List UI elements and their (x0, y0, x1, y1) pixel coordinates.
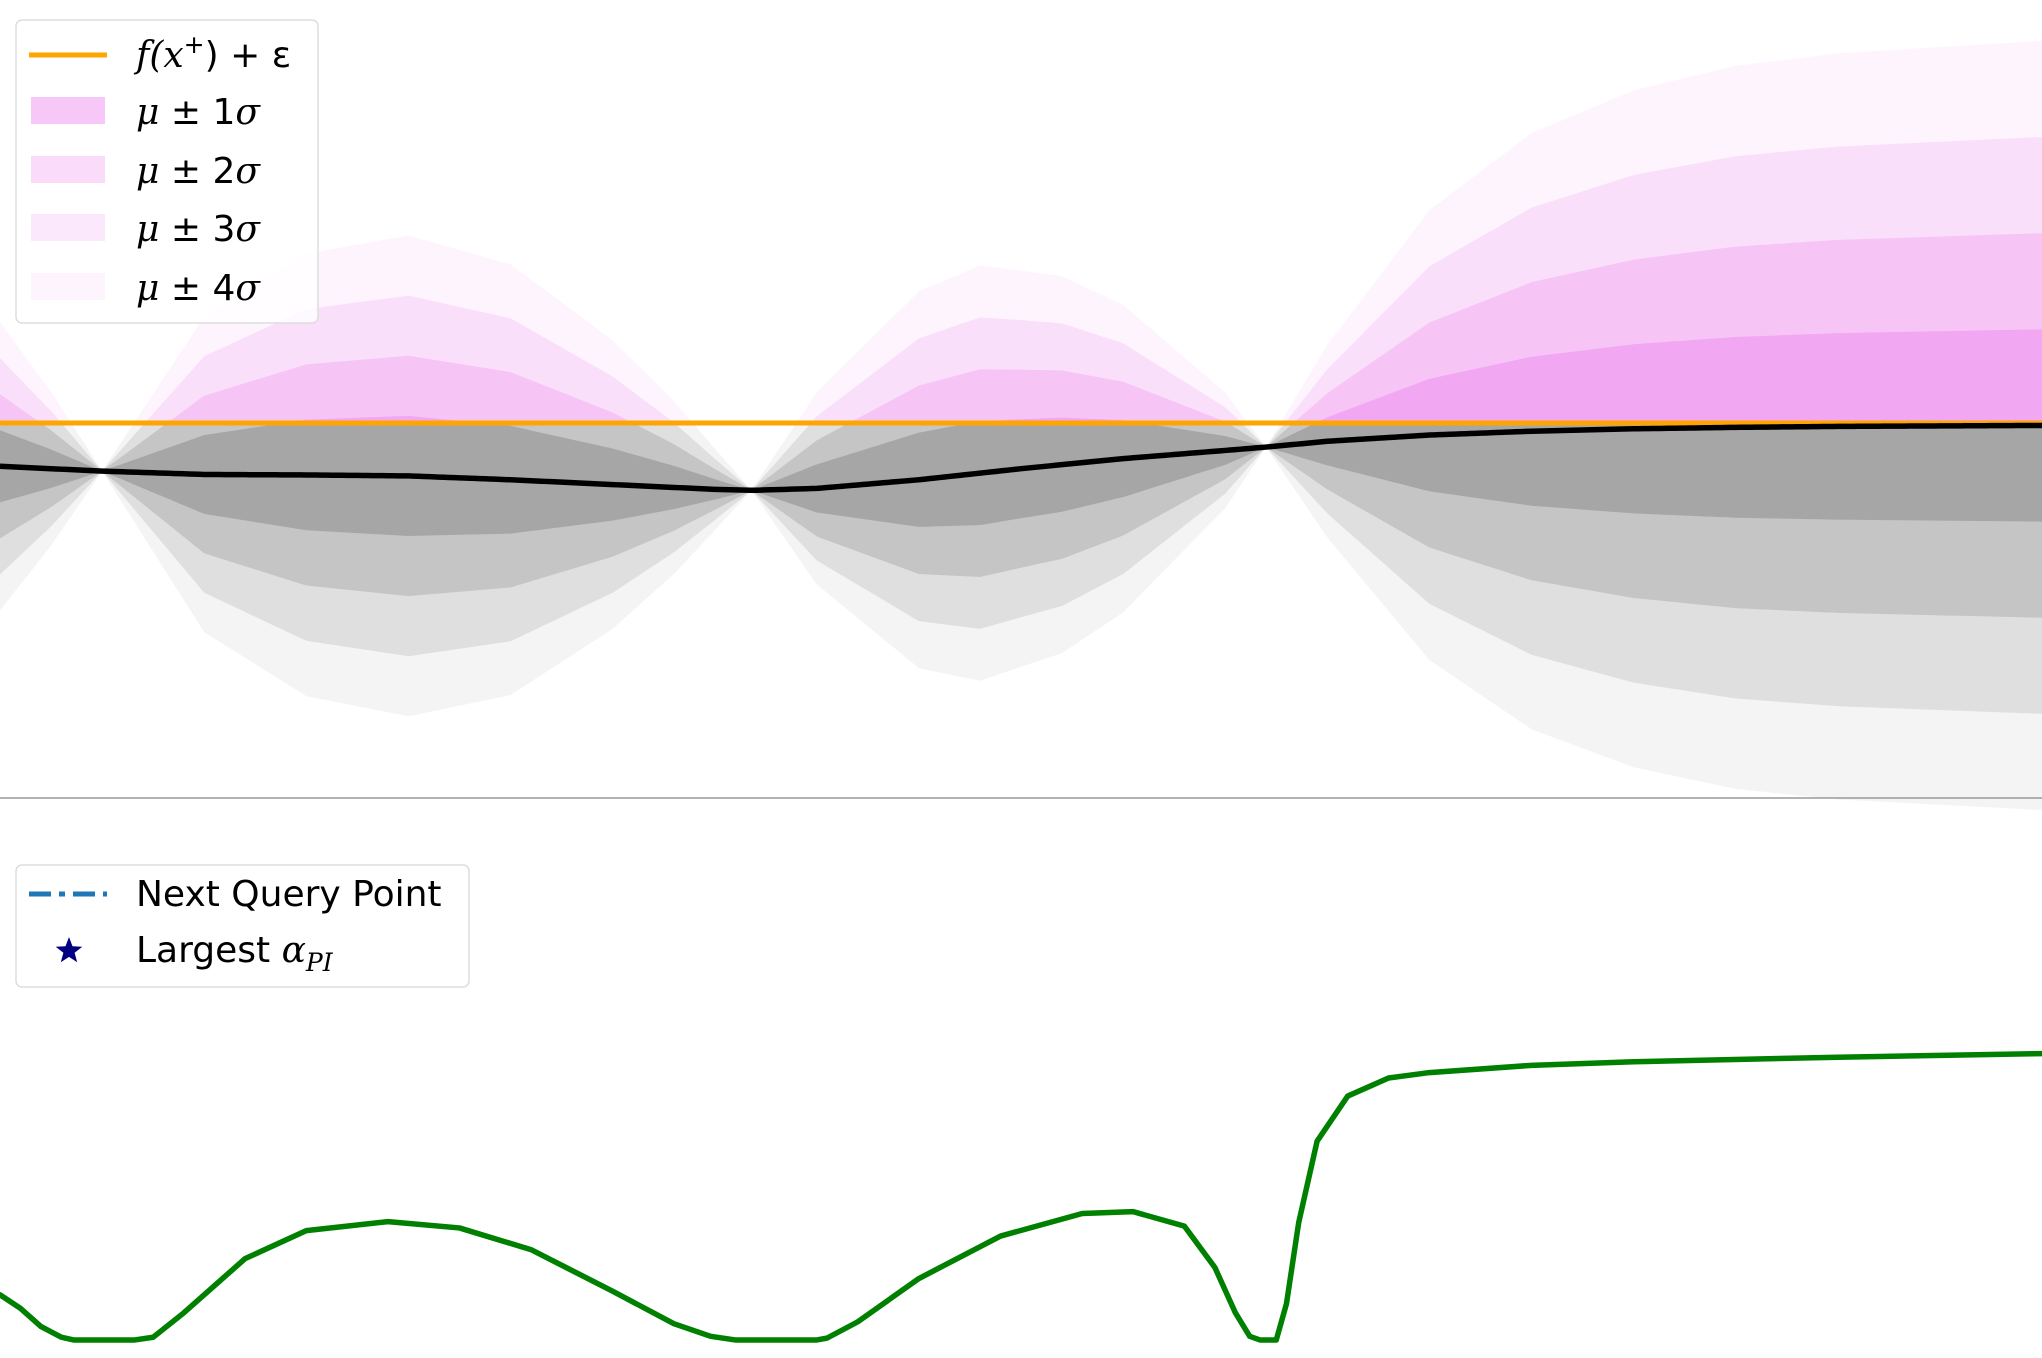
acquisition-panel (0, 1050, 2042, 1343)
gp-posterior-panel (0, 40, 2042, 811)
legend-label-largest: Largest αPI (136, 930, 334, 977)
band-above-threshold-4 (0, 40, 2042, 424)
legend-label-band-3: μ ± 3σ (136, 209, 261, 250)
confidence-bands (0, 40, 2042, 811)
posterior-mean-layer (0, 422, 2042, 494)
legend-swatch-band-3 (31, 214, 105, 241)
legend-label-threshold: f(x+) + ε (133, 30, 291, 76)
legend-swatch-band-4 (31, 273, 105, 300)
acquisition-layer (0, 1050, 2042, 1343)
band-above-threshold-2 (0, 233, 2042, 424)
legend-label-band-2: μ ± 2σ (136, 151, 261, 192)
band-below-threshold-2 (0, 423, 2042, 618)
legend-star-icon (55, 937, 83, 963)
posterior-legend: f(x+) + ε μ ± 1σ μ ± 2σ μ ± 3σ μ ± 4σ (15, 19, 319, 324)
legend-swatch-band-1 (31, 97, 105, 124)
posterior-mean-line (0, 422, 2042, 494)
band-below-threshold-4 (0, 423, 2042, 811)
acquisition-legend: Next Query Point Largest αPI (15, 864, 470, 988)
legend-label-band-4: μ ± 4σ (136, 268, 261, 309)
band-below-threshold-3 (0, 423, 2042, 714)
band-above-threshold-3 (0, 137, 2042, 424)
acquisition-line-0 (0, 1050, 2042, 1343)
band-above-threshold-1 (0, 329, 2042, 424)
band-below-threshold-1 (0, 423, 2042, 537)
legend-label-next-query: Next Query Point (136, 874, 442, 915)
legend-frame (15, 19, 319, 324)
legend-label-band-1: μ ± 1σ (136, 92, 261, 133)
legend-frame (15, 864, 470, 988)
legend-swatch-band-2 (31, 156, 105, 183)
